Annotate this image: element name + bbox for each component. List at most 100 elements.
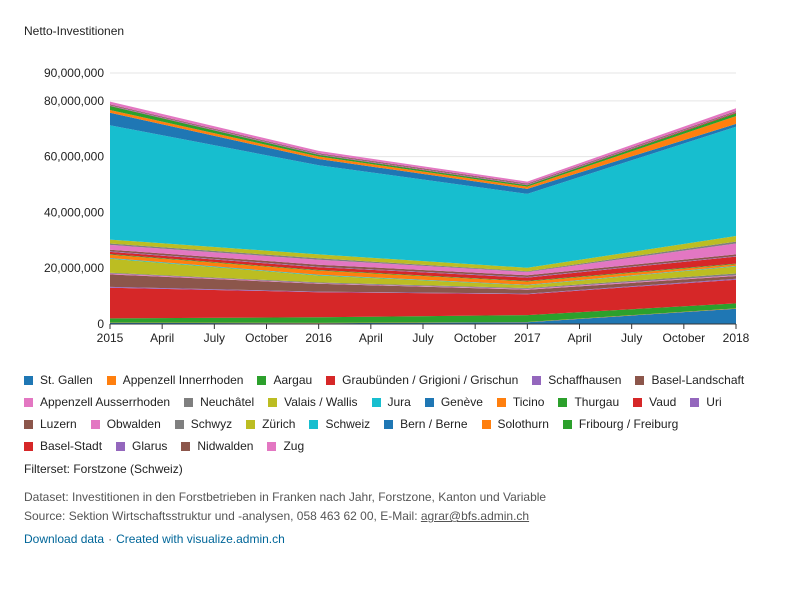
legend-label: Fribourg / Freiburg [578, 417, 679, 431]
legend-item[interactable]: Graubünden / Grigioni / Grischun [326, 369, 518, 391]
legend-swatch [24, 375, 33, 385]
area-series-appenzell-ausserrhoden[interactable] [110, 273, 736, 290]
legend-label: Zug [283, 439, 305, 453]
area-series-aargau[interactable] [110, 303, 736, 323]
legend-swatch [424, 397, 434, 407]
legend-item[interactable]: Valais / Wallis [268, 391, 358, 413]
legend-swatch [481, 419, 491, 429]
legend-label: Genève [440, 395, 483, 409]
legend-swatch [174, 419, 184, 429]
x-tick-label: April [359, 331, 383, 345]
area-series-solothurn[interactable] [110, 110, 736, 189]
legend-swatch [257, 375, 267, 385]
filterset-label: Filterset: Forstzone (Schweiz) [24, 462, 183, 476]
area-series-bern-berne[interactable] [110, 112, 736, 194]
legend-item[interactable]: Appenzell Innerrhoden [106, 369, 243, 391]
legend-item[interactable]: Basel-Landschaft [635, 369, 744, 391]
y-tick-label: 80,000,000 [44, 94, 104, 108]
x-tick-label: July [204, 331, 225, 345]
y-tick-label: 20,000,000 [44, 261, 104, 275]
legend-item[interactable]: Nidwalden [181, 435, 253, 457]
legend-label: Aargau [273, 373, 313, 387]
legend-item[interactable]: Fribourg / Freiburg [562, 413, 679, 435]
legend-swatch [384, 419, 394, 429]
area-series-fribourg-freiburg[interactable] [110, 106, 736, 187]
legend-item[interactable]: Aargau [257, 369, 312, 391]
legend-item[interactable]: Bern / Berne [384, 413, 468, 435]
x-tick-label: July [412, 331, 433, 345]
legend-item[interactable]: Schweiz [309, 413, 370, 435]
x-tick-label: October [454, 331, 497, 345]
area-series-thurgau[interactable] [110, 254, 736, 282]
legend-label: Appenzell Ausserrhoden [40, 395, 171, 409]
legend-item[interactable]: St. Gallen [24, 369, 93, 391]
x-tick-label: 2015 [97, 331, 124, 345]
legend-label: Nidwalden [197, 439, 254, 453]
area-series-schaffhausen[interactable] [110, 278, 736, 295]
area-series-z-rich[interactable] [110, 236, 736, 272]
legend-item[interactable]: Uri [690, 391, 722, 413]
legend-swatch [268, 397, 278, 407]
area-series-ticino[interactable] [110, 254, 736, 285]
legend-item[interactable]: Schaffhausen [532, 369, 621, 391]
area-series-valais-wallis[interactable] [110, 258, 736, 288]
legend-swatch [371, 397, 381, 407]
legend-label: Zürich [262, 417, 296, 431]
y-tick-label: 0 [97, 317, 104, 331]
legend-item[interactable]: Schwyz [174, 413, 232, 435]
legend-item[interactable]: Zug [267, 435, 304, 457]
legend-label: Ticino [512, 395, 545, 409]
legend-label: Basel-Landschaft [651, 373, 745, 387]
legend-swatch [24, 397, 33, 407]
legend-label: Basel-Stadt [40, 439, 103, 453]
area-series-neuch-tel[interactable] [110, 272, 736, 289]
legend-label: Jura [387, 395, 411, 409]
x-tick-label: July [621, 331, 642, 345]
area-series-graub-nden-grigioni-grischun[interactable] [110, 279, 736, 319]
legend-swatch [532, 375, 542, 385]
legend-label: Graubünden / Grigioni / Grischun [342, 373, 519, 387]
legend-label: Bern / Berne [400, 417, 468, 431]
x-tick-label: 2018 [723, 331, 750, 345]
legend-item[interactable]: Vaud [633, 391, 676, 413]
area-series-zug[interactable] [110, 101, 736, 184]
area-series-st-gallen[interactable] [110, 308, 736, 324]
area-series-uri[interactable] [110, 251, 736, 278]
legend-item[interactable]: Genève [424, 391, 483, 413]
source-email-link[interactable]: agrar@bfs.admin.ch [420, 509, 530, 523]
legend-label: Thurgau [574, 395, 620, 409]
legend-item[interactable]: Neuchâtel [184, 391, 254, 413]
link-separator: · [108, 532, 113, 546]
area-series-obwalden[interactable] [110, 243, 736, 276]
legend-swatch [690, 397, 700, 407]
area-series-vaud[interactable] [110, 251, 736, 281]
legend-item[interactable]: Solothurn [481, 413, 549, 435]
download-data-link[interactable]: Download data [24, 532, 105, 546]
legend-swatch [558, 397, 568, 407]
area-chart: 0 20,000,000 40,000,000 60,000,000 80,000,00… [44, 66, 750, 345]
legend-item[interactable]: Appenzell Ausserrhoden [24, 391, 170, 413]
legend-item[interactable]: Zürich [246, 413, 295, 435]
legend-item[interactable]: Glarus [116, 435, 167, 457]
created-with-link[interactable]: Created with visualize.admin.ch [116, 532, 285, 546]
area-series-luzern[interactable] [110, 249, 736, 277]
legend-item[interactable]: Thurgau [558, 391, 619, 413]
legend-item[interactable]: Jura [371, 391, 411, 413]
chart-title: Netto-Investitionen [24, 24, 125, 38]
area-series-schweiz[interactable] [110, 125, 736, 268]
legend-item[interactable]: Luzern [24, 413, 77, 435]
source-text: Source: Sektion Wirtschaftsstruktur und … [24, 509, 421, 523]
legend-swatch [106, 375, 116, 385]
legend-item[interactable]: Obwalden [90, 413, 161, 435]
legend-swatch [635, 375, 645, 385]
area-series-basel-landschaft[interactable] [110, 274, 736, 294]
footer-links: Download data · Created with visualize.adm… [24, 532, 285, 546]
area-series-schwyz[interactable] [110, 241, 736, 272]
legend-item[interactable]: Basel-Stadt [24, 435, 102, 457]
x-tick-label: October [245, 331, 288, 345]
legend-swatch [496, 397, 506, 407]
legend-item[interactable]: Ticino [496, 391, 545, 413]
legend-swatch [633, 397, 643, 407]
x-tick-label: April [567, 331, 591, 345]
chart-legend: St. Gallen Appenzell Innerrhoden Aargau Gra… [24, 369, 764, 457]
